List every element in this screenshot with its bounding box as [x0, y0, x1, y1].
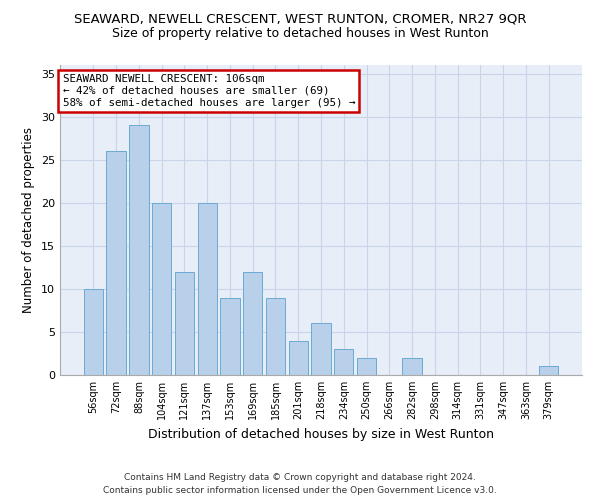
- Bar: [289, 340, 308, 375]
- Bar: [129, 126, 149, 375]
- Bar: [175, 272, 194, 375]
- Bar: [152, 203, 172, 375]
- Bar: [106, 151, 126, 375]
- Bar: [334, 349, 353, 375]
- Bar: [243, 272, 262, 375]
- Text: SEAWARD NEWELL CRESCENT: 106sqm
← 42% of detached houses are smaller (69)
58% of: SEAWARD NEWELL CRESCENT: 106sqm ← 42% of…: [62, 74, 355, 108]
- Bar: [403, 358, 422, 375]
- Bar: [539, 366, 558, 375]
- Bar: [266, 298, 285, 375]
- Bar: [357, 358, 376, 375]
- Bar: [84, 289, 103, 375]
- Text: Contains HM Land Registry data © Crown copyright and database right 2024.
Contai: Contains HM Land Registry data © Crown c…: [103, 474, 497, 495]
- Bar: [220, 298, 239, 375]
- Bar: [197, 203, 217, 375]
- Text: Size of property relative to detached houses in West Runton: Size of property relative to detached ho…: [112, 28, 488, 40]
- X-axis label: Distribution of detached houses by size in West Runton: Distribution of detached houses by size …: [148, 428, 494, 440]
- Text: SEAWARD, NEWELL CRESCENT, WEST RUNTON, CROMER, NR27 9QR: SEAWARD, NEWELL CRESCENT, WEST RUNTON, C…: [74, 12, 526, 26]
- Bar: [311, 324, 331, 375]
- Y-axis label: Number of detached properties: Number of detached properties: [22, 127, 35, 313]
